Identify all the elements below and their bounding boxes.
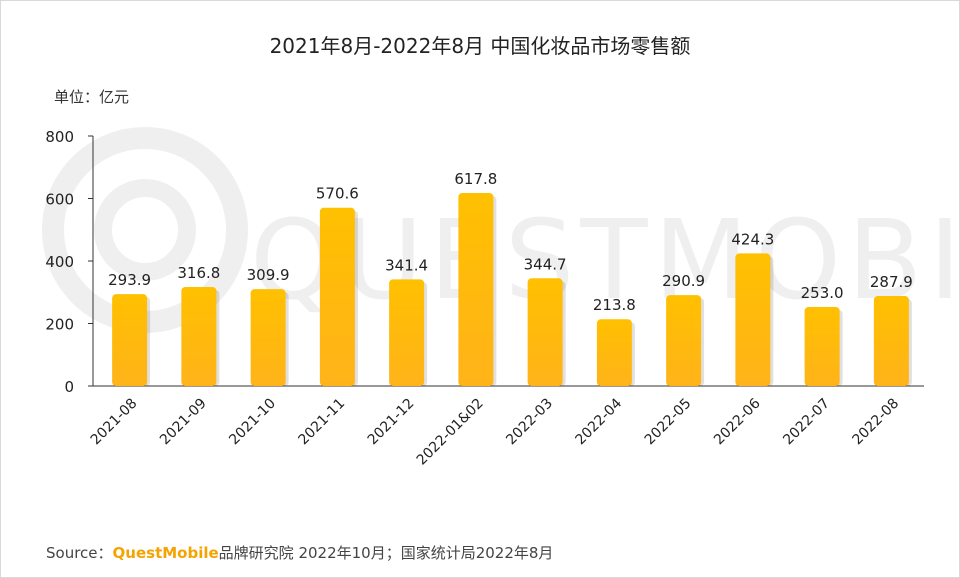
data-label: 344.7: [524, 255, 567, 273]
x-tick-label: 2022-03: [503, 396, 556, 449]
unit-label: 单位：亿元: [54, 88, 130, 106]
data-label: 293.9: [108, 271, 151, 289]
x-tick-label: 2021-11: [296, 396, 349, 449]
bar: [389, 279, 425, 386]
bar: [804, 306, 840, 386]
source-brand: QuestMobile: [112, 544, 219, 562]
y-tick-label: 600: [45, 191, 74, 209]
bar: [596, 319, 632, 386]
bar: [319, 207, 355, 386]
x-tick-label: 2021-10: [226, 396, 279, 449]
y-tick-label: 400: [45, 253, 74, 271]
data-label: 309.9: [247, 266, 290, 284]
bar: [250, 289, 286, 386]
y-tick-label: 800: [45, 128, 74, 146]
x-tick-label: 2021-12: [365, 396, 418, 449]
watermark: QUESTMOBILE: [42, 127, 960, 333]
x-tick-label: 2021-09: [157, 396, 210, 449]
source-note: Source：QuestMobile品牌研究院 2022年10月；国家统计局20…: [46, 542, 553, 563]
bar: [527, 278, 563, 386]
bar: [666, 295, 702, 386]
watermark-text: QUESTMOBILE: [250, 196, 960, 324]
x-tick-label: 2022-05: [642, 396, 695, 449]
data-label: 213.8: [593, 296, 636, 314]
data-label: 341.4: [385, 256, 428, 274]
data-label: 253.0: [801, 284, 844, 302]
data-label: 290.9: [662, 272, 705, 290]
x-tick-label: 2022-08: [850, 396, 903, 449]
x-tick-label: 2022-04: [573, 395, 626, 448]
bar: [873, 296, 909, 386]
y-tick-label: 200: [45, 316, 74, 334]
data-label: 617.8: [454, 170, 497, 188]
source-rest: 品牌研究院 2022年10月；国家统计局2022年8月: [218, 544, 554, 562]
x-tick-label: 2021-08: [88, 396, 141, 449]
x-tick-label: 2022-06: [711, 395, 764, 448]
y-tick-label: 0: [64, 378, 74, 396]
data-label: 287.9: [870, 273, 913, 291]
axes: 0 200 400 600 800: [45, 128, 924, 396]
chart-title: 2021年8月-2022年8月 中国化妆品市场零售额: [269, 34, 691, 58]
data-label: 424.3: [731, 230, 774, 248]
bar: [112, 294, 148, 386]
bar: [458, 192, 494, 386]
data-label: 316.8: [177, 264, 220, 282]
source-prefix: Source：: [46, 544, 113, 562]
bar: [181, 287, 217, 386]
x-tick-label: 2022-07: [780, 396, 833, 449]
x-tick-label: 2022-01&02: [414, 396, 487, 469]
bar: [735, 253, 771, 386]
data-label: 570.6: [316, 185, 359, 203]
